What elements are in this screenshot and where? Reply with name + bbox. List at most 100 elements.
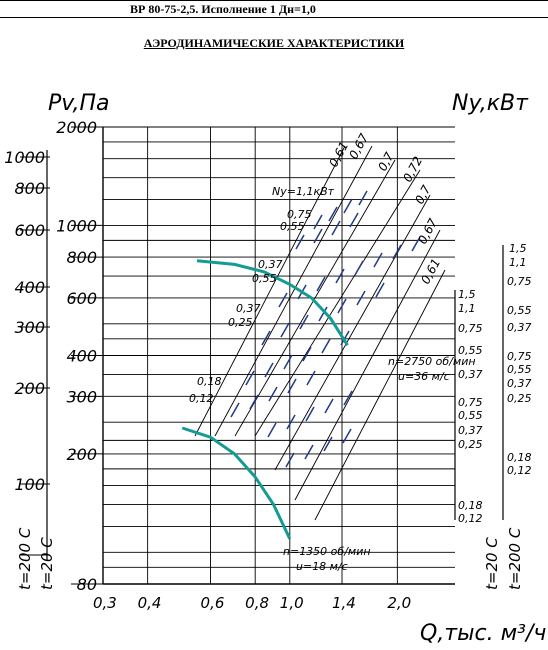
power-mark (356, 290, 366, 306)
chart-labels: 0,3 0,4 0,6 0,8 1,0 1,4 2,0 2000 1000 800 600 400 30… (4, 91, 546, 646)
power-mark (318, 306, 328, 322)
characteristic-curves (181, 259, 349, 540)
power-mark (304, 444, 314, 460)
power-scale-20c-label: 1,5 (458, 288, 476, 301)
efficiency-label: 0,67 (346, 131, 371, 161)
velocity-annotation: u=36 м/с (398, 370, 450, 383)
power-label: 0,25 (228, 316, 253, 329)
power-mark (302, 346, 312, 362)
power-mark (331, 220, 341, 236)
efficiency-ray (234, 159, 396, 437)
efficiency-label: 0,67 (415, 216, 440, 246)
y-tick-label-200c: 600 (14, 221, 45, 240)
power-mark (335, 268, 345, 284)
y-tick-label-20c: 400 (66, 347, 97, 366)
characteristic-curve (181, 426, 292, 540)
power-mark (321, 338, 331, 354)
efficiency-ray (254, 169, 421, 437)
power-label: 0,18 (197, 375, 222, 388)
efficiency-rays (194, 145, 446, 521)
power-mark (313, 228, 323, 244)
power-mark (295, 234, 305, 250)
power-scale-200c-label: 0,75 (507, 350, 532, 363)
power-mark (411, 236, 421, 252)
efficiency-ray (274, 194, 431, 471)
power-scale-200c-label: 0,55 (507, 304, 532, 317)
power-mark (306, 370, 316, 386)
y-tick-label-20c: 80 (77, 575, 97, 594)
power-scale-20c-label: 0,18 (458, 499, 483, 512)
power-scale-200c-label: 0,75 (507, 275, 532, 288)
y-axis-title-left: Pv,Па (48, 91, 110, 116)
y-axis-title-right: Ny,кВт (452, 91, 529, 116)
x-tick-label: 0,6 (201, 594, 225, 612)
power-label: 0,12 (189, 392, 214, 405)
power-label: 0,55 (280, 220, 305, 233)
temperature-label: t=200 С (506, 527, 524, 590)
power-mark (343, 390, 353, 406)
power-mark (358, 190, 368, 206)
power-mark (299, 314, 309, 330)
chart-grid (20, 126, 504, 585)
power-mark (285, 452, 295, 468)
y-tick-label-20c: 1000 (56, 216, 97, 235)
power-scale-20c-label: 0,25 (458, 438, 483, 451)
y-tick-label-200c: 400 (14, 278, 45, 297)
power-mark (316, 276, 326, 292)
power-scale-20c-label: 0,37 (458, 424, 483, 437)
power-marks (230, 190, 421, 468)
y-tick-label-20c: 200 (66, 445, 97, 464)
power-mark (267, 422, 277, 438)
power-scale-200c-label: 0,18 (507, 451, 532, 464)
y-tick-label-200c: 800 (14, 179, 45, 198)
power-mark (354, 260, 364, 276)
power-scale-200c-label: 1,1 (509, 256, 527, 269)
y-tick-label-20c: 800 (66, 248, 97, 267)
efficiency-label: 0,7 (375, 150, 396, 174)
power-label: Ny=1,1кВт (272, 185, 335, 198)
x-tick-label: 0,4 (138, 594, 162, 612)
power-mark (249, 394, 259, 410)
power-mark (245, 370, 255, 386)
power-mark (323, 436, 333, 452)
velocity-annotation: u=18 м/с (296, 560, 348, 573)
power-mark (373, 252, 383, 268)
power-mark (375, 282, 385, 298)
efficiency-ray (314, 269, 446, 521)
power-mark (278, 292, 288, 308)
speed-annotation: n=1350 об/мин (283, 545, 371, 558)
y-tick-label-200c: 100 (14, 475, 45, 494)
power-scale-200c-label: 0,37 (507, 321, 532, 334)
power-scale-20c-label: 0,75 (458, 322, 483, 335)
x-tick-label: 0,8 (245, 594, 269, 612)
x-tick-label: 1,0 (280, 594, 304, 612)
power-mark (340, 330, 350, 346)
power-mark (268, 386, 278, 402)
power-scale-20c-label: 0,75 (458, 396, 483, 409)
power-mark (261, 330, 271, 346)
x-tick-label: 0,3 (93, 594, 117, 612)
y-tick-label-20c: 300 (66, 387, 97, 406)
power-mark (328, 206, 338, 222)
power-mark (230, 402, 240, 418)
temperature-label: t=200 С (16, 527, 34, 590)
power-mark (349, 212, 359, 228)
power-mark (287, 378, 297, 394)
power-label: 0,75 (287, 208, 312, 221)
y-tick-label-200c: 1000 (4, 148, 45, 167)
characteristic-curve (196, 259, 349, 347)
y-tick-label-20c: 2000 (56, 118, 97, 137)
power-label: 0,55 (252, 272, 277, 285)
temperature-label: t=20 С (38, 537, 56, 590)
efficiency-ray (194, 145, 346, 437)
power-scale-20c-label: 0,55 (458, 409, 483, 422)
x-tick-label: 2,0 (387, 594, 411, 612)
power-scale-200c-label: 1,5 (509, 242, 527, 255)
power-mark (343, 198, 353, 214)
power-mark (286, 414, 296, 430)
y-tick-label-200c: 300 (14, 318, 45, 337)
header-title: ВР 80-75-2,5. Исполнение 1 Дн=1,0 (130, 2, 316, 16)
temperature-label: t=20 С (483, 537, 501, 590)
power-mark (283, 354, 293, 370)
